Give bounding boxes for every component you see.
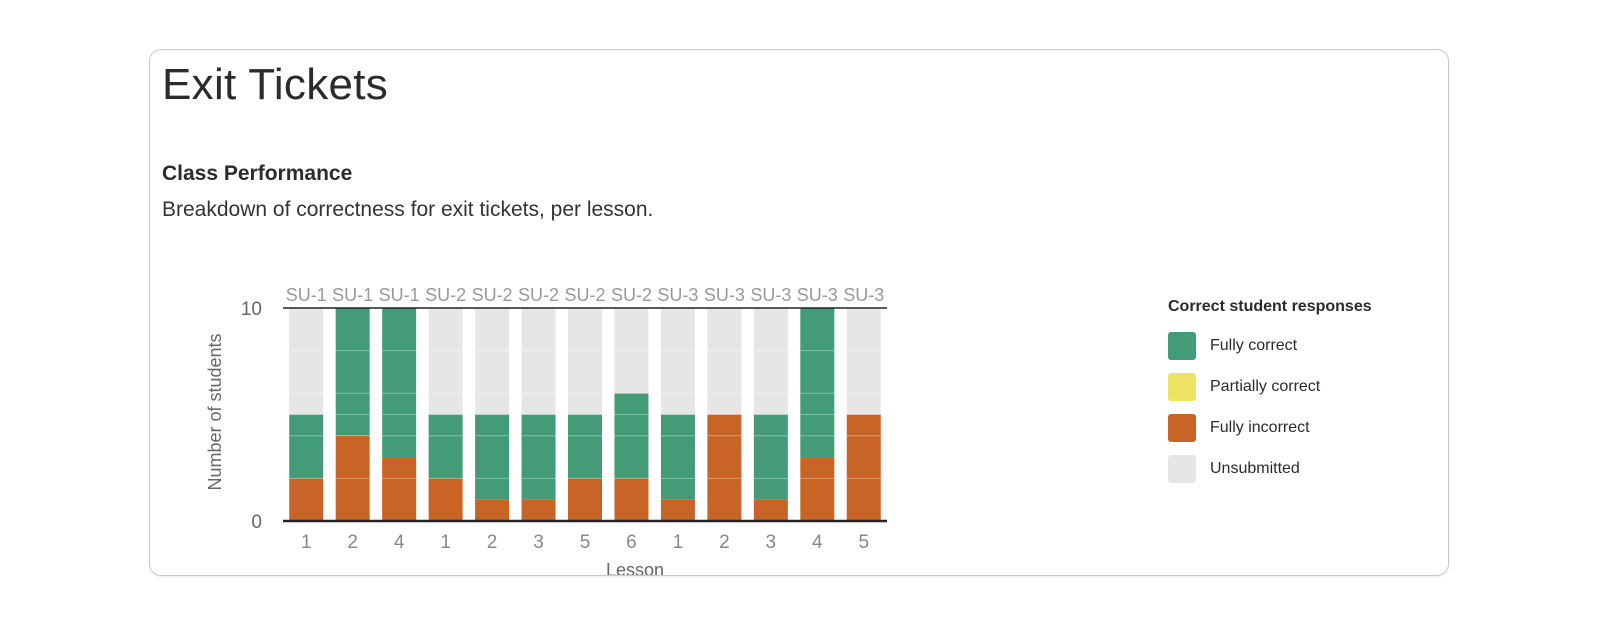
bar-segment-unsubmitted (614, 308, 649, 394)
unit-label: SU-1 (379, 285, 420, 305)
x-tick-label: 4 (394, 532, 405, 553)
x-tick-label: 2 (719, 532, 730, 553)
legend-title: Correct student responses (1168, 298, 1372, 315)
unit-label: SU-3 (657, 285, 698, 305)
y-axis-label: Number of students (205, 333, 225, 490)
bar-segment-fully-incorrect (521, 499, 556, 521)
bar-segment-fully-correct (568, 414, 602, 479)
legend-item-fully-correct: Fully correct (1168, 332, 1372, 360)
bar-segment-fully-correct (475, 414, 510, 500)
unit-label: SU-1 (332, 285, 373, 305)
x-tick-label: 6 (626, 532, 637, 553)
bar-segment-fully-correct (428, 414, 463, 479)
unit-label: SU-2 (425, 285, 466, 305)
unit-label: SU-2 (518, 285, 559, 305)
y-tick-label: 10 (241, 299, 262, 320)
unit-label: SU-3 (704, 285, 745, 305)
bar-segment-fully-correct (614, 393, 649, 479)
bar-segment-fully-incorrect (428, 478, 463, 521)
x-axis-label: Lesson (606, 560, 664, 576)
chart-legend: Correct student responses Fully correct … (1168, 298, 1372, 483)
x-tick-label: 1 (440, 532, 451, 553)
bar-segment-fully-incorrect (335, 435, 370, 521)
legend-item-partially-correct: Partially correct (1168, 373, 1372, 401)
legend-swatch-fully-correct (1168, 332, 1196, 360)
bar-segment-unsubmitted (753, 308, 788, 415)
bar-segment-unsubmitted (521, 308, 556, 415)
bar-segment-fully-correct (382, 308, 417, 458)
unit-label: SU-2 (611, 285, 652, 305)
x-tick-label: 2 (487, 532, 498, 553)
legend-item-fully-incorrect: Fully incorrect (1168, 414, 1372, 442)
bar-segment-fully-incorrect (568, 478, 602, 521)
bar-segment-unsubmitted (289, 308, 324, 415)
x-tick-label: 1 (301, 532, 312, 553)
bar-segment-fully-incorrect (289, 478, 324, 521)
legend-swatch-unsubmitted (1168, 455, 1196, 483)
bar-segment-unsubmitted (707, 308, 742, 415)
x-tick-label: 5 (580, 532, 591, 553)
bar-segment-fully-correct (800, 308, 835, 458)
bar-segment-fully-incorrect (382, 457, 417, 521)
bar-segment-fully-incorrect (753, 499, 788, 521)
unit-label: SU-3 (797, 285, 838, 305)
bar-segment-fully-incorrect (707, 414, 742, 521)
bar-segment-unsubmitted (846, 308, 881, 415)
bar-segment-fully-correct (289, 414, 324, 479)
bar-segment-fully-correct (335, 308, 370, 436)
bar-segment-fully-correct (660, 414, 695, 500)
exit-tickets-card: Exit Tickets Class Performance Breakdown… (149, 49, 1449, 576)
bar-segment-unsubmitted (568, 308, 602, 415)
x-tick-label: 5 (858, 532, 869, 553)
section-title: Class Performance (162, 162, 353, 185)
x-tick-label: 3 (533, 532, 544, 553)
bar-segment-fully-incorrect (800, 457, 835, 521)
unit-label: SU-3 (843, 285, 884, 305)
unit-label: SU-3 (750, 285, 791, 305)
x-tick-label: 1 (673, 532, 684, 553)
x-tick-label: 2 (347, 532, 358, 553)
legend-swatch-partially-correct (1168, 373, 1196, 401)
x-tick-label: 3 (766, 532, 777, 553)
legend-label-fully-incorrect: Fully incorrect (1210, 419, 1310, 436)
bar-segment-unsubmitted (428, 308, 463, 415)
bar-segment-fully-correct (753, 414, 788, 500)
bar-segment-fully-incorrect (846, 414, 881, 521)
legend-item-unsubmitted: Unsubmitted (1168, 455, 1372, 483)
section-description: Breakdown of correctness for exit ticket… (162, 198, 654, 221)
page-title: Exit Tickets (162, 60, 389, 109)
legend-swatch-fully-incorrect (1168, 414, 1196, 442)
bar-segment-fully-incorrect (614, 478, 649, 521)
y-tick-label: 0 (251, 512, 262, 533)
class-performance-chart: 0 10 SU-1 1 SU-1 2 SU-1 4 SU-2 1 SU-2 2 SU-2 3 SU-2 5 SU… (205, 285, 887, 576)
bar-segment-fully-correct (521, 414, 556, 500)
unit-label: SU-2 (564, 285, 605, 305)
legend-label-unsubmitted: Unsubmitted (1210, 460, 1300, 477)
bar-segment-fully-incorrect (475, 499, 510, 521)
bar-segment-unsubmitted (660, 308, 695, 415)
unit-label: SU-2 (472, 285, 513, 305)
unit-label: SU-1 (286, 285, 327, 305)
legend-label-partially-correct: Partially correct (1210, 378, 1321, 395)
legend-label-fully-correct: Fully correct (1210, 337, 1298, 354)
x-tick-label: 4 (812, 532, 823, 553)
bar-segment-unsubmitted (475, 308, 510, 415)
bar-segment-fully-incorrect (660, 499, 695, 521)
